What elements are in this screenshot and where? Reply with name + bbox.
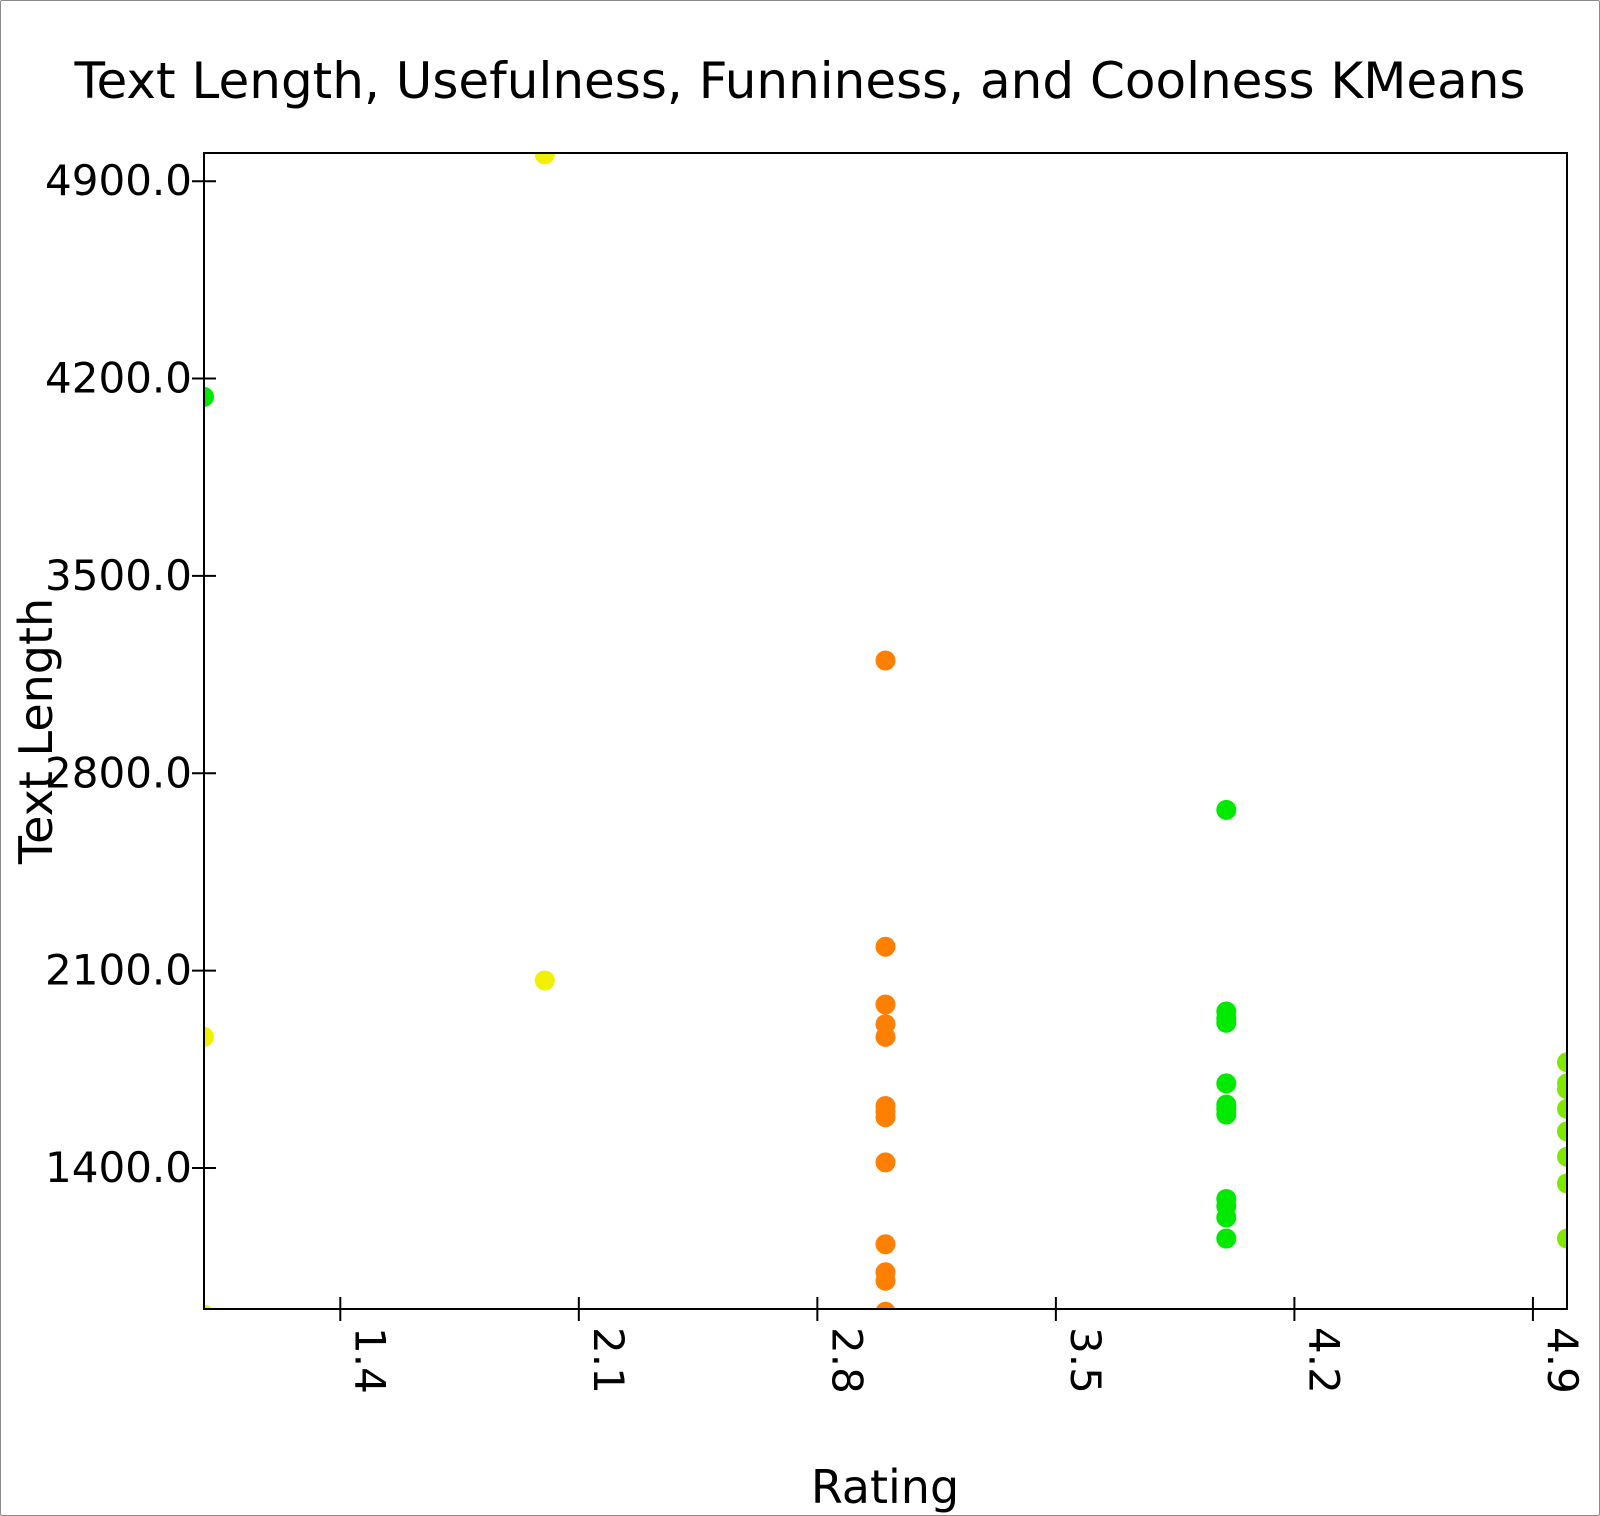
x-axis: 1.4 2.1 2.8 3.5 4.2 4.9 <box>339 1297 1587 1394</box>
y-tick-label-5: 4900.0 <box>45 156 192 205</box>
data-point-s2-1 <box>875 936 896 957</box>
data-point-s2-11 <box>875 1270 896 1291</box>
data-point-s2-2 <box>875 994 896 1015</box>
x-tick-label-5: 4.9 <box>1538 1327 1587 1394</box>
data-point-s2-9 <box>875 1234 896 1255</box>
y-axis: 1400.0 2100.0 2800.0 3500.0 4200.0 4900.0 <box>45 156 216 1192</box>
data-point-s2-4 <box>875 1026 896 1047</box>
x-tick-label-0: 1.4 <box>345 1327 394 1394</box>
x-tick-label-4: 4.2 <box>1299 1327 1348 1394</box>
x-axis-label: Rating <box>811 1460 959 1514</box>
data-point-s3-7 <box>1557 1228 1567 1249</box>
data-point-s0-2 <box>204 1026 214 1047</box>
data-point-s2-0 <box>875 650 896 671</box>
data-point-s1-12 <box>1216 1228 1237 1249</box>
data-point-s1-1 <box>1216 799 1237 820</box>
data-point-s0-0 <box>534 153 555 165</box>
x-tick-label-2: 2.8 <box>822 1327 871 1394</box>
chart-title: Text Length, Usefulness, Funniness, and … <box>74 52 1526 110</box>
x-tick-label-3: 3.5 <box>1061 1327 1110 1394</box>
plot-area <box>203 152 1568 1310</box>
data-point-s2-8 <box>875 1152 896 1173</box>
data-point-s2-12 <box>875 1301 896 1309</box>
x-tick-label-1: 2.1 <box>584 1327 633 1394</box>
data-point-s1-0 <box>204 386 214 407</box>
data-point-s3-3 <box>1557 1098 1567 1119</box>
data-point-s0-1 <box>534 970 555 991</box>
data-point-s1-4 <box>1216 1012 1237 1033</box>
y-tick-label-4: 4200.0 <box>45 354 192 403</box>
data-point-s3-4 <box>1557 1121 1567 1142</box>
data-points <box>204 153 1567 1309</box>
y-tick-label-3: 3500.0 <box>45 551 192 600</box>
data-point-s1-11 <box>1216 1207 1237 1228</box>
data-point-s3-0 <box>1557 1052 1567 1073</box>
y-tick-label-0: 1400.0 <box>45 1143 192 1192</box>
y-tick-label-2: 2800.0 <box>45 748 192 797</box>
data-point-s1-5 <box>1216 1073 1237 1094</box>
data-point-s0-3 <box>204 1304 213 1309</box>
data-point-s3-2 <box>1557 1079 1567 1100</box>
y-axis-label: Text Length <box>9 598 63 865</box>
y-tick-label-1: 2100.0 <box>45 946 192 995</box>
data-point-s3-5 <box>1557 1146 1567 1167</box>
data-point-s3-6 <box>1557 1173 1567 1194</box>
data-point-s1-8 <box>1216 1104 1237 1125</box>
data-point-s2-7 <box>875 1107 896 1128</box>
